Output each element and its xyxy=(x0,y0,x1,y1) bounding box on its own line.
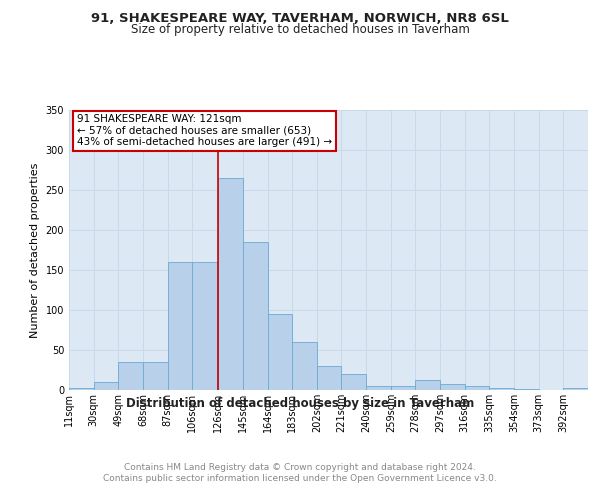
Bar xyxy=(243,242,268,390)
Bar xyxy=(268,314,292,390)
Bar xyxy=(465,386,490,390)
Bar xyxy=(218,178,243,390)
Bar xyxy=(143,362,167,390)
Bar xyxy=(415,380,440,390)
Bar xyxy=(490,388,514,390)
Bar xyxy=(391,386,415,390)
Bar xyxy=(167,262,192,390)
Bar xyxy=(366,386,391,390)
Bar xyxy=(94,382,118,390)
Bar xyxy=(440,384,465,390)
Text: 91, SHAKESPEARE WAY, TAVERHAM, NORWICH, NR8 6SL: 91, SHAKESPEARE WAY, TAVERHAM, NORWICH, … xyxy=(91,12,509,26)
Bar xyxy=(341,374,366,390)
Bar xyxy=(514,389,539,390)
Bar xyxy=(192,262,217,390)
Bar xyxy=(69,388,94,390)
Bar xyxy=(317,366,341,390)
Text: Contains HM Land Registry data © Crown copyright and database right 2024.: Contains HM Land Registry data © Crown c… xyxy=(124,462,476,471)
Text: 91 SHAKESPEARE WAY: 121sqm
← 57% of detached houses are smaller (653)
43% of sem: 91 SHAKESPEARE WAY: 121sqm ← 57% of deta… xyxy=(77,114,332,148)
Text: Distribution of detached houses by size in Taverham: Distribution of detached houses by size … xyxy=(126,398,474,410)
Text: Size of property relative to detached houses in Taverham: Size of property relative to detached ho… xyxy=(131,24,469,36)
Bar xyxy=(563,388,588,390)
Y-axis label: Number of detached properties: Number of detached properties xyxy=(30,162,40,338)
Bar xyxy=(118,362,143,390)
Text: Contains public sector information licensed under the Open Government Licence v3: Contains public sector information licen… xyxy=(103,474,497,483)
Bar xyxy=(292,342,317,390)
